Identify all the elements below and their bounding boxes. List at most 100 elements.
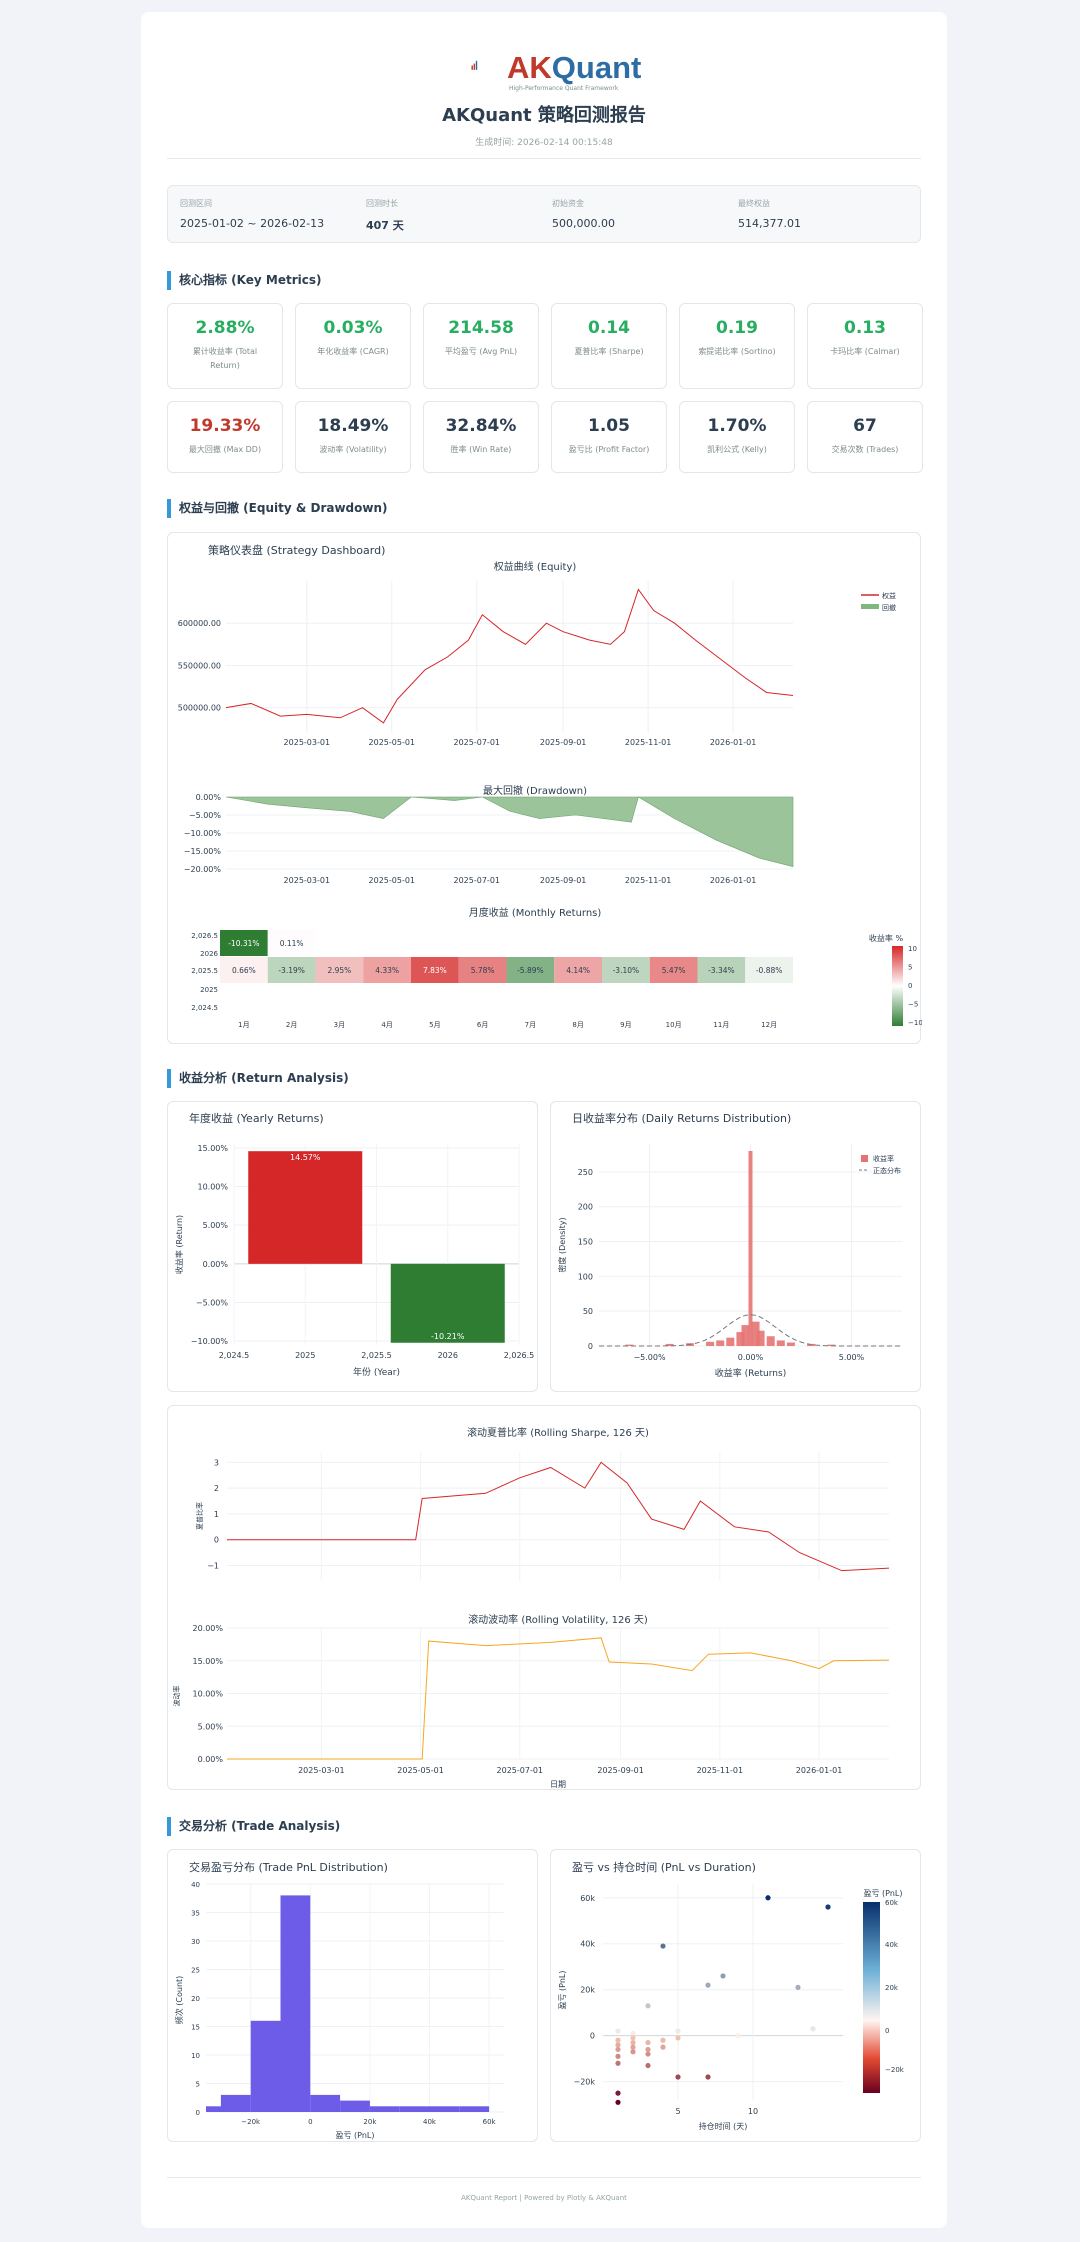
- x-tick-label: 2025-07-01: [497, 1766, 543, 1775]
- colorbar-tick: 5: [908, 964, 912, 972]
- report-page: AKQuant High-Performance Quant Framework…: [141, 12, 947, 2228]
- y-tick-label: 15.00%: [197, 1144, 228, 1153]
- scatter-point: [645, 2046, 651, 2053]
- heatmap-cell: [602, 957, 650, 983]
- y-tick-label: 500000.00: [178, 704, 221, 713]
- y-tick-label: 250: [578, 1168, 593, 1177]
- metric-label: 波动率 (Volatility): [319, 445, 387, 454]
- metric-value: 0.14: [588, 318, 630, 338]
- metric-card: 0.03% 年化收益率 (CAGR): [295, 303, 411, 389]
- histogram-bar: [706, 1341, 715, 1346]
- heatmap-cell: [745, 957, 793, 983]
- y-tick-label: 150: [578, 1238, 593, 1247]
- scatter-point: [675, 2028, 681, 2034]
- x-axis-title: 年份 (Year): [353, 1366, 400, 1378]
- metric-card: 1.70% 凯利公式 (Kelly): [679, 401, 795, 473]
- scatter-point: [630, 2044, 636, 2050]
- x-tick-label: 7月: [525, 1021, 536, 1029]
- x-tick-label: 2026-01-01: [710, 738, 757, 747]
- x-tick-label: 2025-09-01: [540, 738, 587, 747]
- x-axis-title: 日期: [550, 1780, 566, 1789]
- metric-value: 214.58: [448, 318, 514, 338]
- x-tick-label: 2,025.5: [361, 1351, 392, 1360]
- heatmap-cell: [649, 957, 698, 983]
- metric-card: 2.88% 累计收益率 (Total Return): [167, 303, 283, 389]
- daily-returns-chart[interactable]: 250 200 150 100 50 0 −5.00% 0.00% 5.00% 收益率正态分布收益…: [551, 1102, 922, 1393]
- pnl-distribution-chart[interactable]: 40 35 30 25 20 15 10 5 0 −20k 0 20k 40k 60k 盈亏 (PnL) 频次…: [168, 1850, 539, 2143]
- y-tick-label: 0.00%: [203, 1260, 229, 1269]
- drawdown-area: [225, 796, 794, 867]
- metric-value: 2.88%: [195, 318, 255, 338]
- metric-card: 214.58 平均盈亏 (Avg PnL): [423, 303, 539, 389]
- bar-2026: [390, 1263, 505, 1343]
- metric-card: 0.13 卡玛比率 (Calmar): [807, 303, 923, 389]
- y-tick-label: −10.00%: [191, 1337, 229, 1346]
- histogram-bar: [807, 1343, 816, 1346]
- y-tick-label: −15.00%: [184, 847, 222, 856]
- heatmap-cell: [220, 930, 268, 956]
- scatter-point: [615, 2046, 621, 2053]
- y-axis-title: 收益率 (Return): [174, 1215, 184, 1274]
- histogram-bar: [665, 1343, 674, 1346]
- heatmap-label: -10.31%: [228, 939, 259, 948]
- yearly-returns-chart[interactable]: 15.00% 10.00% 5.00% 0.00% −5.00% −10.00% 2,024…: [168, 1102, 539, 1393]
- histogram-bar: [766, 1336, 775, 1346]
- y-tick-label: −20.00%: [184, 865, 222, 874]
- heatmap-cell: [220, 957, 268, 983]
- heatmap-label: -3.10%: [613, 966, 640, 975]
- x-axis-title: 收益率 (Returns): [715, 1367, 786, 1379]
- pnl-duration-title: 盈亏 vs 持仓时间 (PnL vs Duration): [572, 1861, 756, 1874]
- histogram-bar: [736, 1332, 745, 1346]
- colorbar-tick: 0: [885, 2027, 889, 2035]
- metric-value: 1.70%: [707, 416, 767, 436]
- x-tick-label: 0: [308, 2118, 312, 2126]
- y-tick-label: 60k: [580, 1894, 595, 1903]
- histogram-bar: [741, 1325, 750, 1346]
- info-duration: 回测时长 407 天: [366, 199, 404, 232]
- metric-label: 凯利公式 (Kelly): [707, 445, 767, 454]
- histogram-bar: [250, 2020, 281, 2112]
- heatmap-label: 5.47%: [662, 966, 686, 975]
- heatmap-label: 5.78%: [471, 966, 495, 975]
- y-tick-label: 0.00%: [198, 1755, 224, 1764]
- histogram-bar: [786, 1342, 795, 1346]
- metric-label: 索提诺比率 (Sortino): [698, 347, 776, 356]
- scatter-point: [630, 2030, 636, 2036]
- y-tick-label: 0: [214, 1536, 219, 1545]
- metric-value: 67: [853, 416, 877, 436]
- metric-label: 年化收益率 (CAGR): [317, 347, 389, 356]
- rolling-metrics-chart[interactable]: 滚动夏普比率 (Rolling Sharpe, 126 天) 3 2 1 0 −1 夏普比率…: [168, 1406, 922, 1791]
- y-tick-label: 2: [214, 1484, 219, 1493]
- metric-value: 32.84%: [445, 416, 517, 436]
- y-tick-label: 5: [196, 2081, 200, 2089]
- rolling-sharpe-title: 滚动夏普比率 (Rolling Sharpe, 126 天): [467, 1426, 649, 1439]
- heatmap-label: 7.83%: [423, 966, 447, 975]
- heatmap-cell: [458, 957, 507, 983]
- x-tick-label: 5月: [429, 1021, 440, 1029]
- metric-card: 0.14 夏普比率 (Sharpe): [551, 303, 667, 389]
- heatmap-cell: [363, 957, 411, 983]
- scatter-point: [615, 2090, 621, 2096]
- y-tick-label: −10.00%: [184, 829, 222, 838]
- x-tick-label: 2025: [295, 1351, 315, 1360]
- y-tick-label: −20k: [573, 2078, 595, 2087]
- y-tick-label: −1: [207, 1562, 219, 1571]
- scatter-point: [615, 2060, 621, 2066]
- heatmap-label: 4.14%: [566, 966, 590, 975]
- metric-card: 0.19 索提诺比率 (Sortino): [679, 303, 795, 389]
- yearly-returns-panel: 年度收益 (Yearly Returns) 15.00% 10.00% 5.00% 0…: [167, 1101, 538, 1392]
- pnl-duration-panel: 盈亏 vs 持仓时间 (PnL vs Duration) 60k 40k 20k 0 −…: [550, 1849, 921, 2142]
- scatter-point: [615, 2042, 621, 2048]
- metric-label: 卡玛比率 (Calmar): [830, 347, 900, 356]
- y-tick-label: 40: [191, 1881, 200, 1889]
- histogram-bar: [756, 1330, 765, 1346]
- x-tick-label: 6月: [477, 1021, 488, 1029]
- scatter-point: [630, 2035, 636, 2041]
- dashboard-chart[interactable]: 权益曲线 (Equity) 2025-03-01 2025-05-01 2025-07…: [168, 533, 922, 1045]
- y-tick-label: 10.00%: [192, 1690, 223, 1699]
- page-title: AKQuant 策略回测报告: [442, 105, 646, 126]
- metric-label: 最大回撤 (Max DD): [188, 445, 262, 454]
- heatmap-label: -0.88%: [756, 966, 783, 975]
- y-tick-label: 0.00%: [196, 793, 222, 802]
